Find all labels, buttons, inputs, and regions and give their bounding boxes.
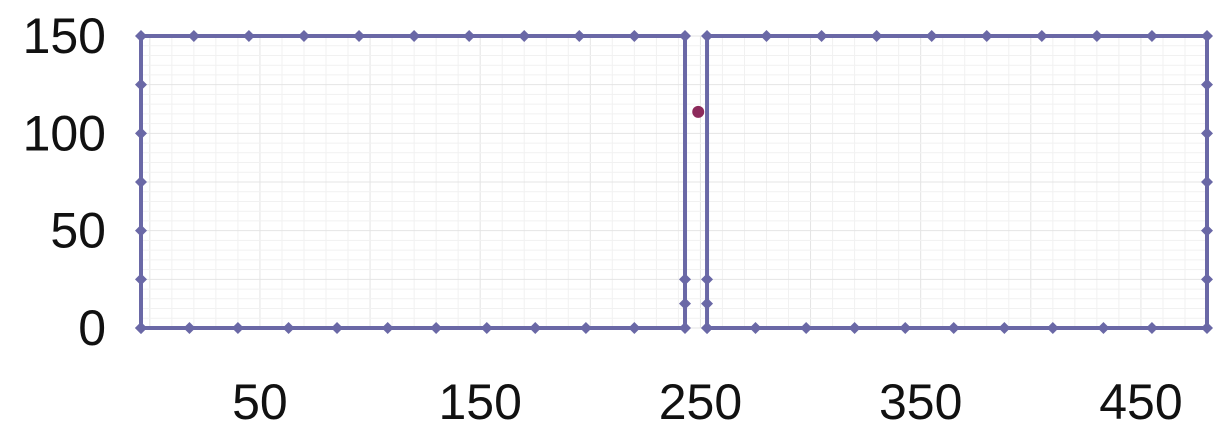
x-tick-label: 350 [879,374,962,428]
series-2-point [1201,273,1213,286]
series-1-point [628,30,641,42]
series-1-point [183,322,196,334]
x-axis-tick-labels: 50 150 250 350 450 [232,374,1183,428]
series-2-point [1035,30,1048,42]
series-1-point [430,322,443,334]
series-2-point [1201,322,1213,334]
series-2-point [1201,127,1213,140]
series-2-point [848,322,861,334]
x-tick-label: 50 [232,374,288,428]
y-tick-label: 100 [23,105,106,161]
series-1-point [679,297,692,310]
series-1-point [135,322,147,334]
series-2-point [980,30,993,42]
series-2-point [701,297,714,310]
series-1-point [579,322,592,334]
series-1-point [518,30,531,42]
series-2-point [1046,322,1059,334]
series-1-point [135,273,147,286]
series-2-point [1090,30,1103,42]
series-2-point [760,30,773,42]
x-tick-label: 150 [438,374,521,428]
series-2-point [701,322,714,334]
series-2-point [701,30,714,42]
series-1-point [282,322,295,334]
chart-markers-group [692,105,705,118]
y-axis-tick-labels: 0 50 100 150 [23,8,106,356]
series-1-point [331,322,344,334]
series-2-point [947,322,960,334]
series-2-point [701,273,714,286]
series-1-point [679,273,692,286]
series-1-point [408,30,421,42]
series-1-point [187,30,200,42]
series-1-point [463,30,476,42]
series-1-point [297,30,310,42]
chart-series-group [135,30,1213,334]
y-tick-label: 50 [50,203,106,259]
series-2-point [1201,78,1213,91]
series-2-point [1145,322,1158,334]
series-1-point [135,127,147,140]
series-2-point [1201,176,1213,188]
series-1-point [231,322,244,334]
y-tick-label: 150 [23,8,106,64]
series-2-point [1097,322,1110,334]
x-tick-label: 450 [1099,374,1182,428]
series-1-point [135,78,147,91]
chart-grid [141,35,1208,329]
series-1-point [135,30,147,42]
series-1-point [573,30,586,42]
series-2-point [1201,224,1213,237]
series-2-point [749,322,762,334]
series-2-point [998,322,1011,334]
series-1-point [679,30,692,42]
y-tick-label: 0 [78,300,106,356]
series-2-point [1145,30,1158,42]
series-1-point [242,30,255,42]
series-1-point [679,322,692,334]
series-1-point [135,224,147,237]
series-2-point [870,30,883,42]
series-1-point [353,30,366,42]
series-1-point [529,322,542,334]
series-1-point [628,322,641,334]
series-2-point [925,30,938,42]
series-1-point [381,322,394,334]
x-tick-label: 250 [659,374,742,428]
point-marker [692,105,705,118]
series-2-point [1201,30,1213,42]
series-1-point [480,322,493,334]
series-2-point [899,322,912,334]
series-2-point [815,30,828,42]
series-1-point [135,176,147,188]
series-2-point [800,322,813,334]
